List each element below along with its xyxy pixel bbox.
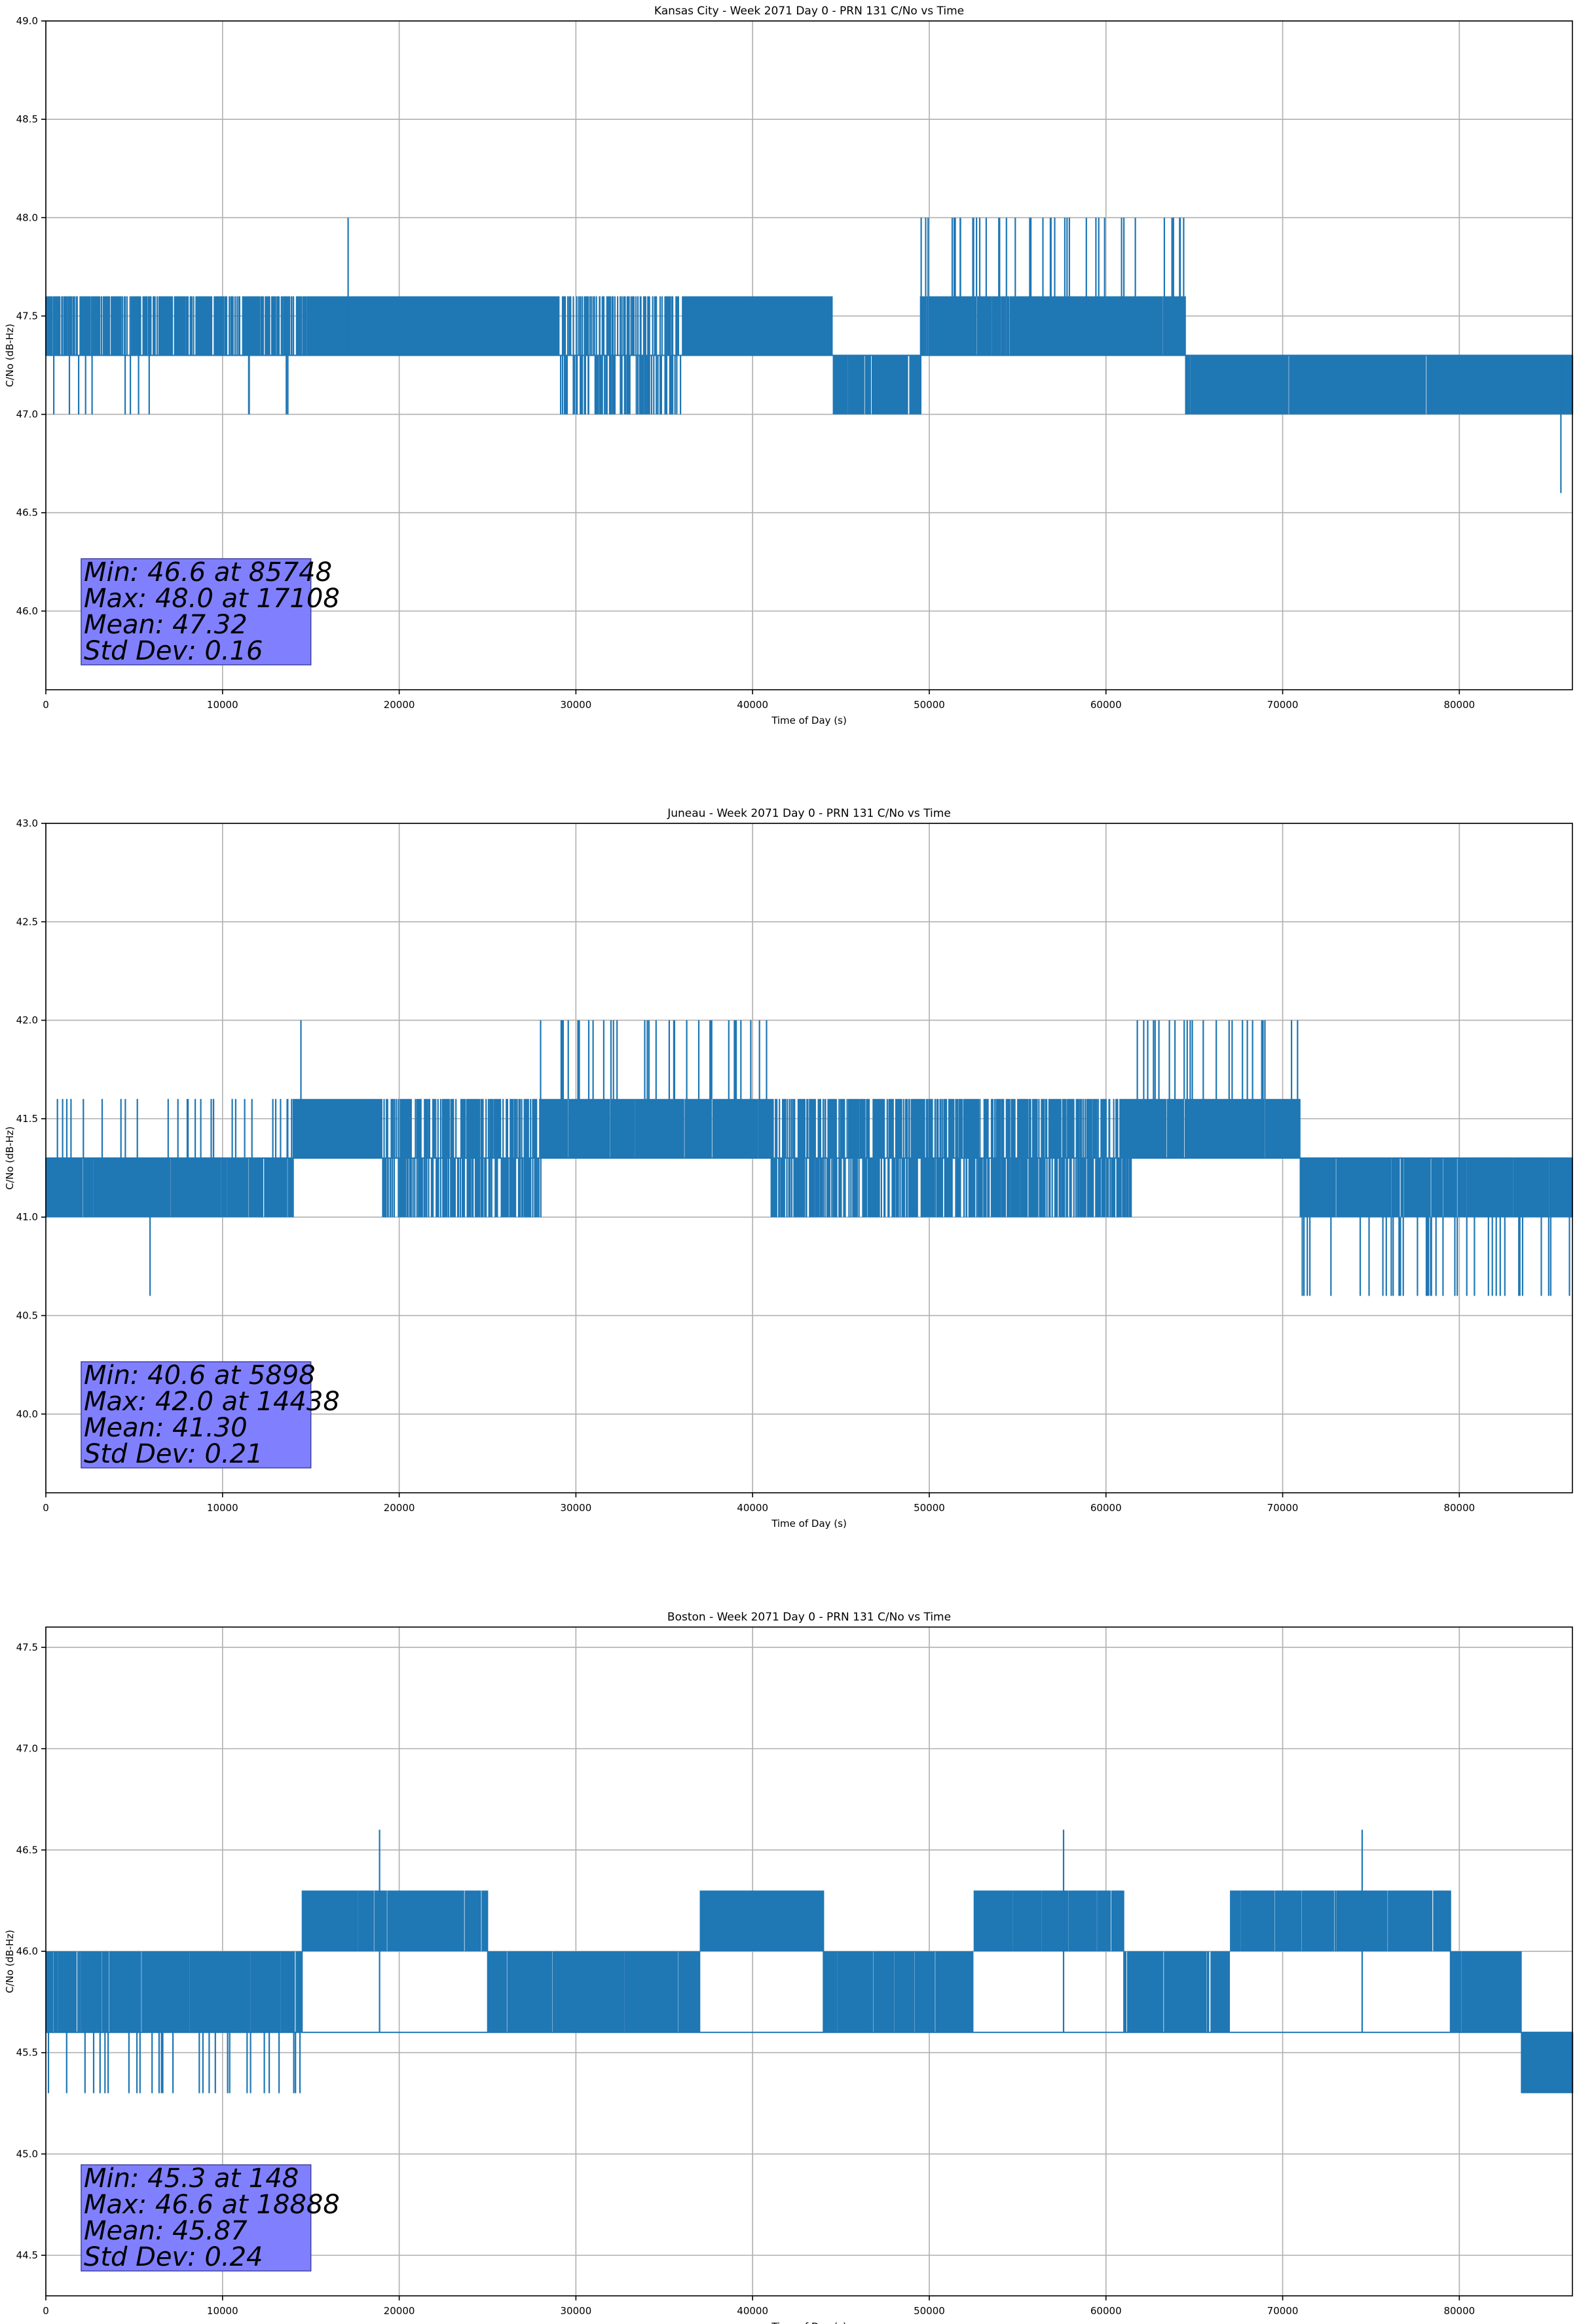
- chart-title: Kansas City - Week 2071 Day 0 - PRN 131 …: [654, 5, 964, 18]
- x-tick-label: 20000: [384, 2305, 415, 2317]
- x-tick-label: 80000: [1443, 1502, 1475, 1514]
- stats-min: Min: 45.3 at 148: [84, 2164, 299, 2194]
- stats-std: Std Dev: 0.24: [84, 2242, 263, 2272]
- x-tick-label: 30000: [561, 1502, 592, 1514]
- y-tick-label: 46.5: [16, 1844, 38, 1856]
- x-tick-label: 60000: [1090, 1502, 1122, 1514]
- y-tick-label: 42.0: [16, 1015, 38, 1026]
- stats-std: Std Dev: 0.21: [84, 1439, 263, 1469]
- x-tick-label: 70000: [1267, 699, 1299, 711]
- y-tick-label: 47.5: [16, 310, 38, 322]
- x-tick-label: 20000: [384, 699, 415, 711]
- y-tick-label: 42.5: [16, 916, 38, 928]
- x-tick-label: 60000: [1090, 2305, 1122, 2317]
- stats-box: [81, 1361, 312, 1469]
- x-tick-label: 10000: [207, 699, 238, 711]
- x-tick-label: 20000: [384, 1502, 415, 1514]
- y-tick-label: 46.0: [16, 1945, 38, 1957]
- y-tick-label: 45.0: [16, 2148, 38, 2160]
- x-tick-label: 0: [43, 1502, 49, 1514]
- plot-frame: [45, 823, 1573, 1493]
- x-tick-label: 30000: [561, 2305, 592, 2317]
- chart-title: Juneau - Week 2071 Day 0 - PRN 131 C/No …: [667, 807, 951, 820]
- x-tick-label: 40000: [737, 2305, 768, 2317]
- stats-mean: Mean: 41.30: [84, 1413, 248, 1443]
- y-tick-label: 48.0: [16, 212, 38, 223]
- y-tick-label: 49.0: [16, 15, 38, 27]
- stats-mean: Mean: 45.87: [84, 2216, 248, 2246]
- y-axis-label: C/No (dB-Hz): [4, 1127, 16, 1190]
- y-tick-label: 40.0: [16, 1408, 38, 1420]
- y-tick-label: 43.0: [16, 817, 38, 829]
- y-axis-label: C/No (dB-Hz): [4, 1930, 16, 1993]
- x-axis-label: Time of Day (s): [771, 2321, 847, 2324]
- y-tick-label: 41.0: [16, 1211, 38, 1223]
- x-tick-label: 70000: [1267, 1502, 1299, 1514]
- x-tick-label: 40000: [737, 699, 768, 711]
- stats-box: [81, 2164, 312, 2272]
- x-axis-label: Time of Day (s): [771, 1518, 847, 1529]
- y-tick-label: 44.5: [16, 2249, 38, 2261]
- y-tick-label: 47.0: [16, 1743, 38, 1755]
- stats-mean: Mean: 47.32: [84, 610, 248, 640]
- y-tick-label: 41.5: [16, 1113, 38, 1125]
- x-tick-label: 10000: [207, 1502, 238, 1514]
- x-tick-label: 0: [43, 2305, 49, 2317]
- x-tick-label: 80000: [1443, 699, 1475, 711]
- stats-min: Min: 40.6 at 5898: [84, 1360, 316, 1391]
- stats-box: [81, 558, 312, 665]
- x-tick-label: 10000: [207, 2305, 238, 2317]
- x-tick-label: 70000: [1267, 2305, 1299, 2317]
- y-tick-label: 47.5: [16, 1641, 38, 1653]
- chart-panel: 0 10000 20000 30000 40000 50000 60000 70000 8000…: [4, 5, 1574, 726]
- y-tick-label: 48.5: [16, 113, 38, 125]
- plot-frame: [45, 20, 1573, 690]
- stats-max: Max: 42.0 at 14438: [84, 1387, 340, 1417]
- x-tick-label: 50000: [914, 1502, 945, 1514]
- stats-max: Max: 46.6 at 18888: [84, 2190, 340, 2220]
- x-tick-label: 80000: [1443, 2305, 1475, 2317]
- stats-max: Max: 48.0 at 17108: [84, 584, 340, 614]
- x-tick-label: 60000: [1090, 699, 1122, 711]
- x-tick-label: 0: [43, 699, 49, 711]
- y-tick-label: 46.5: [16, 507, 38, 519]
- x-tick-label: 50000: [914, 699, 945, 711]
- x-tick-label: 30000: [561, 699, 592, 711]
- y-tick-label: 46.0: [16, 605, 38, 617]
- stats-min: Min: 46.6 at 85748: [84, 557, 332, 588]
- stats-std: Std Dev: 0.16: [84, 636, 263, 666]
- x-axis-label: Time of Day (s): [771, 715, 847, 726]
- y-tick-label: 40.5: [16, 1309, 38, 1321]
- y-tick-label: 47.0: [16, 409, 38, 421]
- x-tick-label: 50000: [914, 2305, 945, 2317]
- y-tick-label: 45.5: [16, 2047, 38, 2059]
- plot-frame: [45, 1626, 1573, 2296]
- x-tick-label: 40000: [737, 1502, 768, 1514]
- chart-panel: 0 10000 20000 30000 40000 50000 60000 70000 8000…: [4, 1611, 1574, 2324]
- chart-panel: 0 10000 20000 30000 40000 50000 60000 70000 8000…: [4, 807, 1573, 1529]
- y-axis-label: C/No (dB-Hz): [4, 324, 16, 387]
- chart-title: Boston - Week 2071 Day 0 - PRN 131 C/No …: [667, 1611, 951, 1624]
